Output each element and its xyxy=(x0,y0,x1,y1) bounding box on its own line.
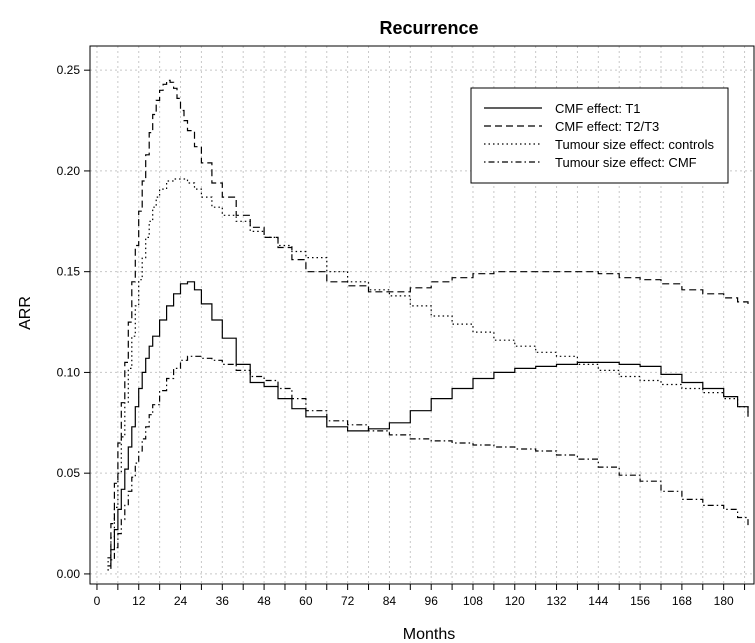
y-tick-label: 0.05 xyxy=(57,466,81,480)
series-layer xyxy=(107,79,749,571)
x-tick-label: 0 xyxy=(94,594,101,608)
x-tick-label: 156 xyxy=(630,594,650,608)
x-tick-label: 132 xyxy=(547,594,567,608)
chart-title: Recurrence xyxy=(379,18,478,38)
series-line-1 xyxy=(107,281,749,567)
x-tick-label: 36 xyxy=(216,594,230,608)
x-tick-label: 180 xyxy=(714,594,734,608)
series-line-3 xyxy=(107,178,749,563)
x-tick-label: 120 xyxy=(505,594,525,608)
x-axis-title: Months xyxy=(403,626,455,643)
legend-label: Tumour size effect: CMF xyxy=(555,155,697,170)
y-axis: 0.00 0.05 0.10 0.15 0.20 0.25 xyxy=(57,63,90,581)
legend-box xyxy=(470,87,729,184)
legend-label: CMF effect: T2/T3 xyxy=(555,119,659,134)
series-line-2 xyxy=(107,79,749,559)
y-tick-label: 0.00 xyxy=(57,567,81,581)
y-tick-label: 0.10 xyxy=(57,365,81,379)
legend-label: Tumour size effect: controls xyxy=(555,137,714,152)
x-tick-label: 96 xyxy=(425,594,439,608)
x-tick-label: 84 xyxy=(383,594,397,608)
grid xyxy=(90,46,755,584)
x-axis: 0 12 24 36 48 60 72 84 96 108 120 132 144 156 168 180 xyxy=(94,584,746,608)
y-tick-label: 0.20 xyxy=(57,164,81,178)
y-tick-label: 0.15 xyxy=(57,265,81,279)
plot-frame xyxy=(89,45,755,585)
x-tick-label: 60 xyxy=(299,594,313,608)
x-tick-label: 72 xyxy=(341,594,355,608)
y-tick-label: 0.25 xyxy=(57,63,81,77)
legend-label: CMF effect: T1 xyxy=(555,101,641,116)
x-tick-label: 144 xyxy=(588,594,608,608)
x-tick-label: 48 xyxy=(257,594,271,608)
x-tick-label: 12 xyxy=(132,594,146,608)
x-tick-label: 24 xyxy=(174,594,188,608)
y-axis-title: ARR xyxy=(17,296,34,330)
x-tick-label: 108 xyxy=(463,594,483,608)
series-line-4 xyxy=(107,355,749,571)
legend: CMF effect: T1 CMF effect: T2/T3 Tumour si… xyxy=(470,87,729,184)
x-tick-label: 168 xyxy=(672,594,692,608)
